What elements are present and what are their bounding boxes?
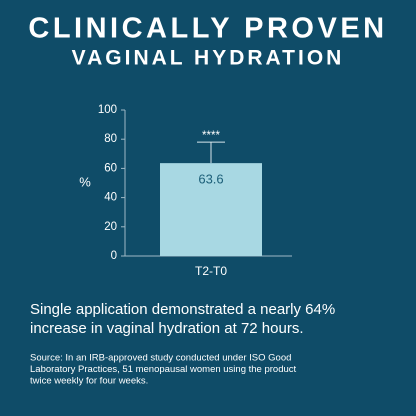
source-line: Laboratory Practices, 51 menopausal wome… xyxy=(30,364,297,375)
caption-line: Single application demonstrated a nearly… xyxy=(30,301,335,318)
source-line: Source: In an IRB-approved study conduct… xyxy=(30,353,291,364)
title: CLINICALLY PROVEN xyxy=(28,13,387,45)
y-tick-label: 40 xyxy=(104,192,117,204)
source-line: twice weekly for four weeks. xyxy=(30,376,148,387)
value-label: 63.6 xyxy=(198,172,223,187)
y-tick-label: 60 xyxy=(104,162,117,174)
y-tick-label: 0 xyxy=(111,250,117,262)
bar xyxy=(160,163,262,256)
significance: **** xyxy=(202,130,220,142)
y-tick-label: 20 xyxy=(104,221,117,233)
x-tick-label: T2-T0 xyxy=(195,264,227,278)
y-tick-label: 80 xyxy=(104,133,117,145)
y-axis-label: % xyxy=(79,174,91,189)
caption-line: increase in vaginal hydration at 72 hour… xyxy=(30,320,304,337)
y-tick-label: 100 xyxy=(98,104,117,116)
subtitle: VAGINAL HYDRATION xyxy=(72,47,345,70)
